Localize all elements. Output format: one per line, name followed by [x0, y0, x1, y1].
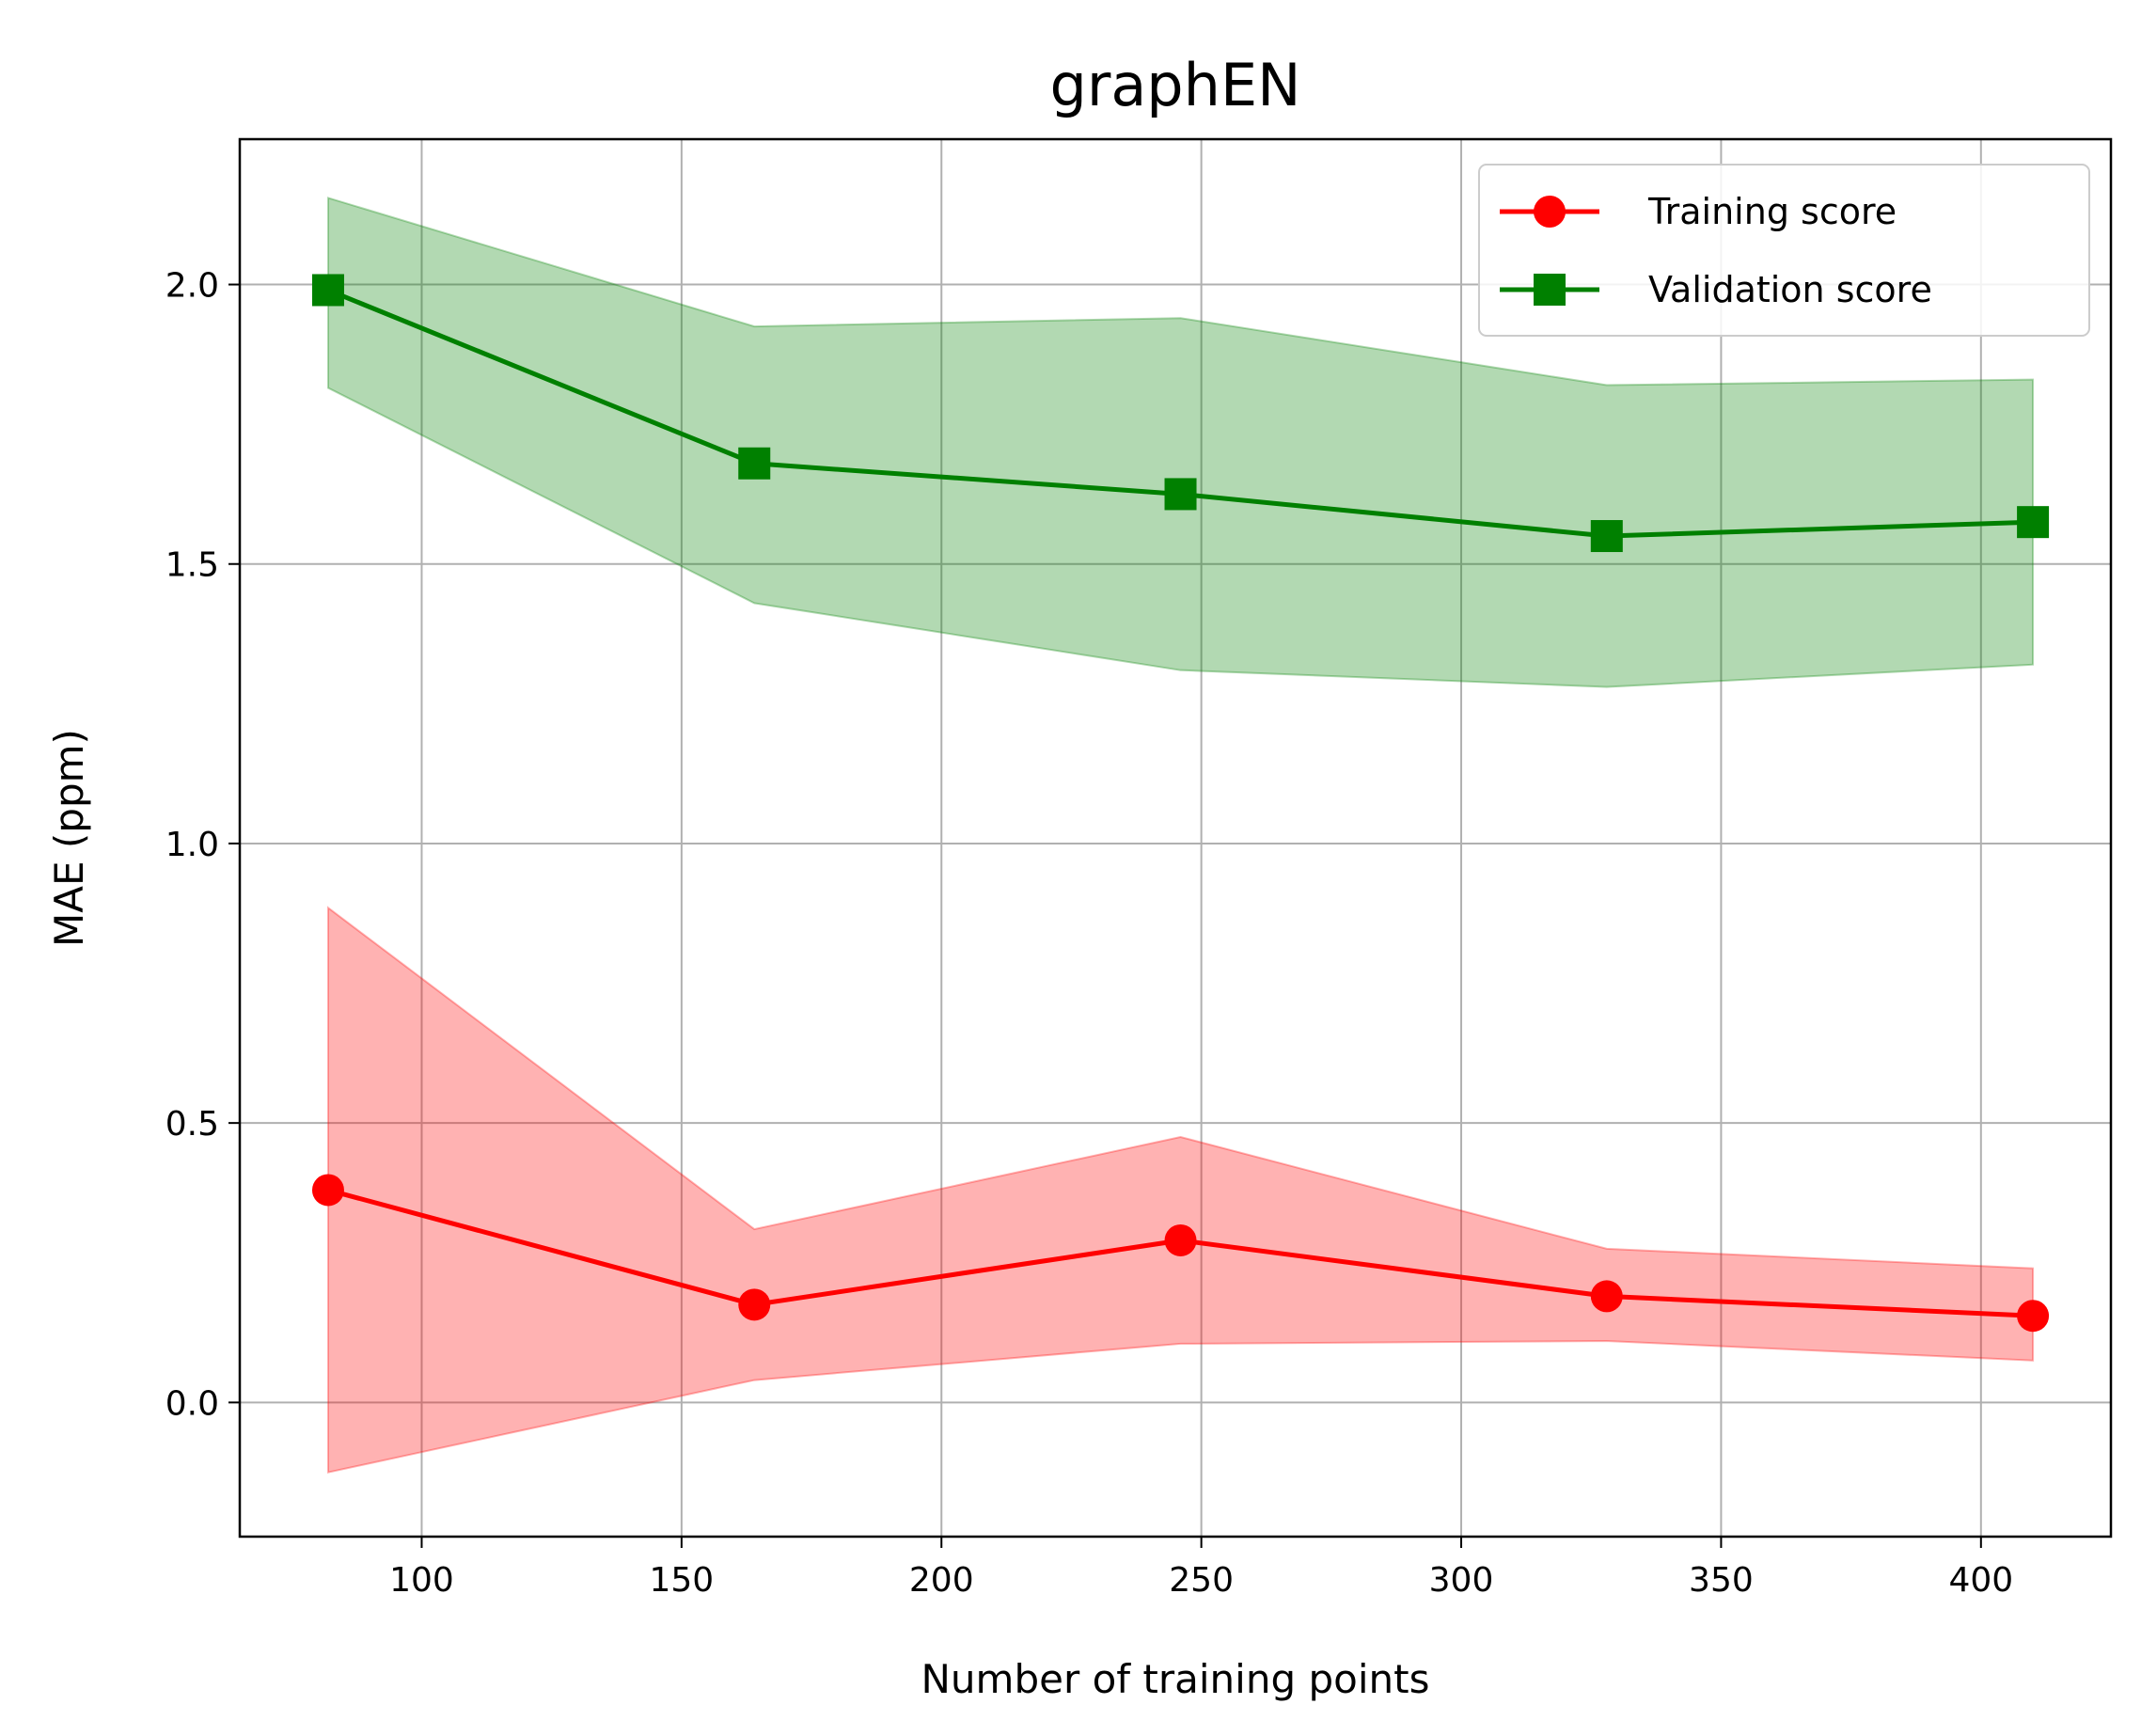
validation-score-point — [1590, 520, 1623, 553]
series-markers — [311, 274, 2050, 1333]
y-tick-label: 0.0 — [165, 1384, 219, 1423]
legend: Training score Validation score — [1478, 164, 2090, 337]
axis-ticks: 100 150 200 250 300 350 400 0.0 0.5 1.0 1.5 2.0 — [165, 267, 2013, 1600]
x-tick-label: 100 — [389, 1561, 454, 1600]
y-axis-label: MAE (ppm) — [46, 729, 92, 947]
validation-score-point — [2017, 506, 2050, 539]
legend-box — [1478, 164, 2090, 337]
training-score-point — [738, 1288, 771, 1321]
legend-label: Training score — [1647, 191, 1897, 232]
y-tick-label: 2.0 — [165, 267, 219, 306]
x-axis-label: Number of training points — [921, 1656, 1430, 1702]
legend-label: Validation score — [1648, 269, 1932, 310]
y-tick-label: 1.5 — [165, 546, 219, 585]
plot-frame — [238, 137, 2113, 1539]
legend-item-training: Training score — [1500, 191, 1897, 232]
y-tick-label: 0.5 — [165, 1105, 219, 1144]
training-score-point — [1590, 1280, 1623, 1313]
x-tick-label: 300 — [1429, 1561, 1494, 1600]
legend-swatch-marker — [1534, 274, 1566, 306]
y-tick-label: 1.0 — [165, 826, 219, 864]
legend-item-validation: Validation score — [1500, 269, 1932, 310]
training-score-point — [2017, 1300, 2050, 1333]
x-tick-label: 350 — [1689, 1561, 1754, 1600]
x-tick-label: 150 — [650, 1561, 715, 1600]
legend-swatch-marker — [1534, 196, 1566, 228]
x-tick-label: 200 — [909, 1561, 974, 1600]
grid — [240, 139, 2111, 1537]
training-score-point — [1164, 1223, 1197, 1256]
x-tick-label: 400 — [1948, 1561, 2013, 1600]
validation-score-point — [738, 447, 771, 480]
validation-score-point — [1164, 478, 1197, 511]
chart-title: graphEN — [1049, 51, 1300, 119]
validation-score-point — [311, 274, 344, 307]
validation-std-band — [326, 197, 2035, 688]
training-score-point — [311, 1174, 344, 1207]
training-std-band — [326, 906, 2035, 1474]
x-tick-label: 250 — [1169, 1561, 1234, 1600]
std-bands — [326, 197, 2035, 1474]
